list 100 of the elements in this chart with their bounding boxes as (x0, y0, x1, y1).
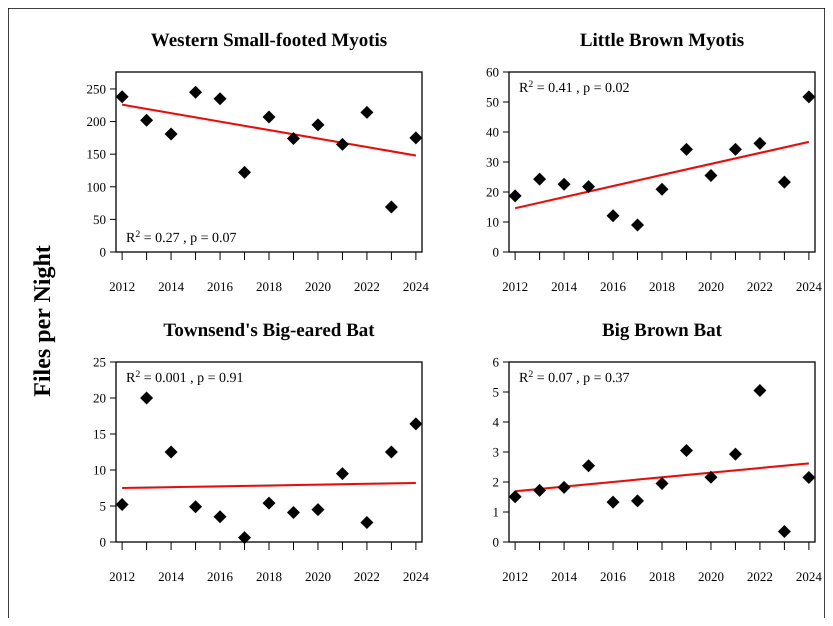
y-tick-label: 50 (93, 212, 106, 227)
point (802, 90, 816, 104)
y-tick-label: 2 (492, 474, 499, 490)
point (238, 531, 252, 544)
point (384, 446, 398, 458)
point (508, 189, 522, 202)
x-tick-label: 2014 (158, 279, 185, 294)
y-tick-label: 5 (492, 384, 499, 400)
y-tick-label: 60 (486, 64, 499, 80)
x-tick-label: 2016 (600, 569, 627, 584)
y-tick-label: 150 (86, 146, 106, 162)
y-tick-label: 10 (486, 214, 499, 230)
annotation: R$^{2}$ = 0.07 , p = 0.37 (519, 368, 630, 386)
y-tick-label: 100 (86, 179, 106, 194)
y-tick-label: 1 (492, 504, 499, 520)
point (262, 496, 276, 510)
point (360, 516, 374, 530)
point (778, 525, 791, 538)
point (728, 448, 742, 461)
point (558, 480, 571, 494)
chart-title: Western Small-footed Myotis (150, 30, 388, 51)
x-tick-label: 2020 (698, 569, 724, 584)
x-tick-label: 2012 (502, 279, 528, 294)
chart-title: Big Brown Bat (602, 320, 723, 341)
x-tick-label: 2018 (256, 569, 282, 584)
point (311, 118, 324, 132)
point (558, 178, 571, 191)
point (582, 180, 596, 194)
y-tick-label: 25 (93, 354, 106, 370)
point (606, 209, 620, 222)
x-tick-label: 2022 (354, 279, 380, 294)
point (680, 142, 693, 156)
x-tick-label: 2012 (502, 569, 528, 584)
point (116, 498, 129, 512)
y-tick-label: 3 (492, 444, 499, 460)
annotation: R$^{2}$ = 0.41 , p = 0.02 (519, 78, 630, 96)
x-tick-label: 2024 (402, 279, 430, 294)
point (533, 484, 546, 497)
point (753, 136, 766, 150)
point (802, 471, 816, 484)
x-tick-label: 2024 (796, 279, 822, 294)
y-tick-label: 40 (486, 124, 499, 140)
x-tick-label: 2014 (551, 279, 578, 294)
point (606, 496, 620, 509)
annotation: R$^{2}$ = 0.27 , p = 0.07 (126, 228, 237, 246)
point (286, 506, 300, 519)
chart-title: Little Brown Myotis (580, 30, 744, 51)
y-tick-label: 6 (492, 354, 500, 370)
x-tick-label: 2018 (256, 279, 282, 294)
x-tick-label: 2020 (698, 279, 724, 294)
x-tick-label: 2020 (304, 569, 331, 584)
point (704, 470, 718, 484)
point (508, 490, 522, 504)
point (680, 444, 693, 457)
point (164, 446, 178, 458)
y-axis-title: Files per Night (30, 245, 56, 397)
point (336, 467, 349, 480)
y-tick-label: 5 (100, 498, 106, 514)
x-tick-label: 2022 (746, 279, 773, 294)
point (728, 142, 742, 156)
point (360, 106, 374, 119)
point (286, 132, 300, 146)
x-tick-label: 2012 (109, 279, 136, 294)
point (214, 92, 227, 106)
point (753, 384, 766, 397)
annotation: R$^{2}$ = 0.001 , p = 0.91 (126, 368, 244, 386)
y-tick-label: 0 (100, 534, 106, 550)
y-tick-label: 4 (492, 414, 500, 430)
x-tick-label: 2014 (158, 569, 185, 584)
y-tick-label: 20 (93, 390, 106, 406)
x-tick-label: 2018 (649, 279, 675, 294)
point (704, 169, 718, 182)
point (311, 503, 324, 516)
point (631, 494, 644, 508)
point (384, 200, 398, 214)
point (656, 477, 668, 490)
x-tick-label: 2022 (354, 569, 380, 584)
x-tick-label: 2016 (600, 279, 627, 294)
point (409, 131, 422, 144)
y-tick-label: 15 (93, 426, 106, 442)
chart-title: Townsend's Big-eared Bat (163, 320, 376, 341)
point (164, 127, 178, 140)
point (189, 500, 202, 514)
x-tick-label: 2022 (746, 569, 773, 584)
y-tick-label: 20 (486, 184, 499, 200)
y-tick-label: 50 (486, 94, 499, 110)
y-tick-label: 200 (86, 114, 106, 130)
point (214, 510, 227, 524)
y-tick-label: 250 (86, 82, 106, 97)
x-tick-label: 2024 (402, 569, 430, 584)
point (409, 417, 422, 430)
y-tick-label: 0 (492, 534, 499, 550)
point (656, 182, 668, 196)
x-tick-label: 2024 (796, 569, 822, 584)
x-tick-label: 2020 (304, 279, 331, 294)
point (116, 90, 129, 104)
x-tick-label: 2012 (109, 569, 136, 584)
point (140, 392, 154, 404)
y-tick-label: 10 (93, 462, 106, 478)
y-tick-label: 0 (492, 244, 499, 260)
